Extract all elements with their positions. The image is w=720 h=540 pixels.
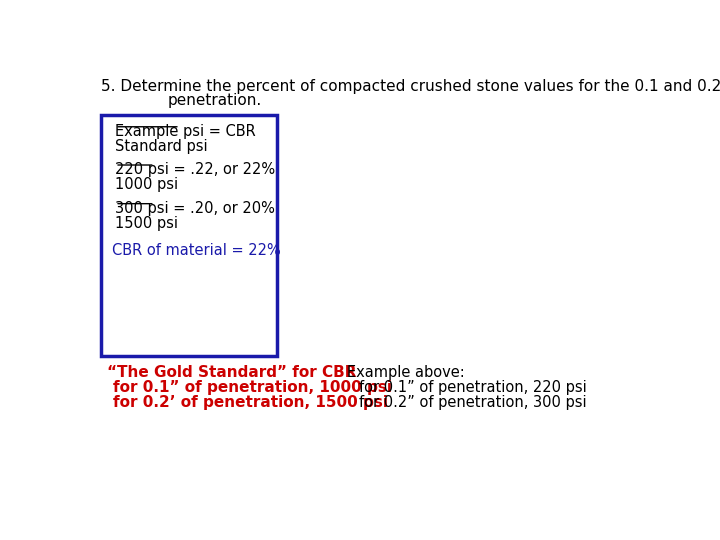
- Text: CBR of material = 22%: CBR of material = 22%: [112, 243, 281, 258]
- Text: 300 psi = .20, or 20%: 300 psi = .20, or 20%: [115, 201, 275, 216]
- Text: for 0.2’ of penetration, 1500 psi: for 0.2’ of penetration, 1500 psi: [114, 395, 388, 410]
- Text: “The Gold Standard” for CBR: “The Gold Standard” for CBR: [107, 365, 356, 380]
- FancyBboxPatch shape: [101, 114, 277, 356]
- Text: 1000 psi: 1000 psi: [115, 177, 179, 192]
- Text: 220 psi = .22, or 22%: 220 psi = .22, or 22%: [115, 162, 275, 177]
- Text: for 0.1” of penetration, 220 psi: for 0.1” of penetration, 220 psi: [359, 380, 587, 395]
- Text: Example psi = CBR: Example psi = CBR: [115, 124, 256, 139]
- Text: penetration.: penetration.: [168, 93, 262, 108]
- Text: for 0.1” of penetration, 1000 psi: for 0.1” of penetration, 1000 psi: [114, 380, 392, 395]
- Text: Standard psi: Standard psi: [115, 139, 208, 154]
- Text: 1500 psi: 1500 psi: [115, 216, 178, 231]
- Text: Example above:: Example above:: [347, 365, 464, 380]
- Text: for 0.2” of penetration, 300 psi: for 0.2” of penetration, 300 psi: [359, 395, 587, 410]
- Text: 5. Determine the percent of compacted crushed stone values for the 0.1 and 0.2: 5. Determine the percent of compacted cr…: [101, 79, 720, 94]
